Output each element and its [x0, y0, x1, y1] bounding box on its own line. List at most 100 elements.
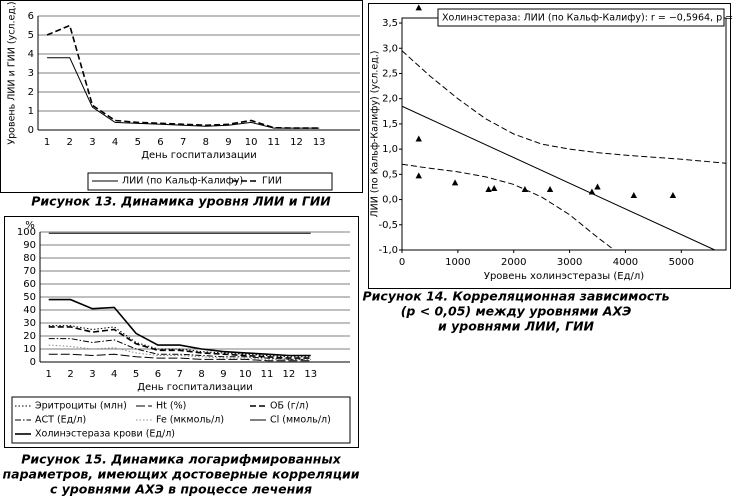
x-tick-label: 5	[133, 369, 139, 380]
y-tick-label: 1,5	[382, 119, 398, 130]
figure-caption: Рисунок 15. Динамика логарифмированных	[21, 452, 341, 467]
y-tick-label: 0,5	[382, 169, 398, 180]
x-axis-label: День госпитализации	[137, 382, 253, 393]
y-tick-label: 0	[30, 357, 36, 368]
y-tick-label: 0	[28, 125, 34, 136]
x-tick-label: 9	[225, 137, 231, 148]
data-line	[48, 353, 311, 362]
x-tick-label: 5000	[669, 257, 694, 268]
y-tick-label: 2,5	[382, 68, 398, 79]
x-tick-label: 0	[399, 257, 405, 268]
y-tick-label: 10	[23, 344, 36, 355]
y-tick-label: -1,0	[378, 245, 398, 256]
figure-caption: Рисунок 13. Динамика уровня ЛИИ и ГИИ	[31, 194, 331, 209]
x-tick-label: 8	[198, 369, 204, 380]
y-tick-label: 20	[23, 331, 36, 342]
data-line	[47, 57, 320, 129]
legend-box	[87, 172, 333, 191]
data-point	[490, 184, 498, 191]
legend-label: Эритроциты (млн)	[35, 401, 127, 412]
x-tick-label: 1	[44, 137, 50, 148]
data-line	[46, 24, 320, 129]
data-point	[451, 179, 459, 186]
figure-caption: параметров, имеющих достоверные корреляц…	[3, 467, 360, 482]
legend-label: ЛИИ (по Кальф-Калифу)	[122, 176, 243, 187]
data-point	[521, 185, 529, 192]
x-tick-label: 11	[267, 137, 280, 148]
plot-frame	[401, 17, 727, 251]
x-tick-label: 3000	[557, 257, 582, 268]
y-tick-label: 3,5	[382, 18, 398, 29]
y-tick-label: 0,0	[382, 195, 398, 206]
data-point	[485, 185, 492, 192]
legend-label: Fe (мкмоль/л)	[156, 415, 224, 426]
legend-label: АСТ (Ед/л)	[35, 415, 86, 426]
x-tick-label: 6	[155, 369, 161, 380]
data-point	[594, 183, 601, 190]
figure-frame	[368, 3, 731, 289]
y-axis-label: Уровень ЛИИ и ГИИ (усл.ед.)	[7, 1, 18, 144]
x-tick-label: 12	[290, 137, 303, 148]
y-tick-label: 50	[23, 292, 36, 303]
x-tick-label: 1000	[445, 257, 470, 268]
x-axis-label: Уровень холинэстеразы (Ед/л)	[484, 271, 644, 282]
legend-label: ОБ (г/л)	[270, 401, 309, 412]
y-tick-label: 3	[28, 68, 34, 79]
fit-line	[401, 50, 727, 164]
y-tick-label: 4	[28, 49, 34, 60]
x-tick-label: 5	[135, 137, 141, 148]
data-line	[48, 298, 311, 357]
figure-caption: с уровнями АХЭ в процессе лечения	[50, 482, 312, 496]
data-point	[546, 185, 554, 192]
data-line	[48, 325, 311, 358]
x-axis-label: День госпитализации	[141, 150, 257, 161]
data-point	[415, 135, 422, 142]
data-point	[415, 4, 422, 11]
data-point	[630, 192, 638, 199]
x-tick-label: 4	[111, 369, 117, 380]
x-tick-label: 3	[89, 137, 95, 148]
x-tick-label: 4000	[613, 257, 638, 268]
x-tick-label: 13	[304, 369, 317, 380]
x-tick-label: 10	[245, 137, 258, 148]
y-axis-label: %	[25, 220, 35, 231]
x-tick-label: 10	[239, 369, 252, 380]
x-tick-label: 3	[89, 369, 95, 380]
y-tick-label: 70	[23, 266, 36, 277]
y-tick-label: 100	[17, 227, 36, 238]
y-axis-label: ЛИИ (по Кальф-Калифу) (усл.ед.)	[370, 51, 381, 218]
chart-title: Холинэстераза: ЛИИ (по Кальф-Калифу): r …	[442, 13, 733, 24]
y-tick-label: 1,0	[382, 144, 398, 155]
y-tick-label: 90	[23, 240, 36, 251]
data-point	[588, 188, 596, 195]
data-line	[48, 338, 311, 360]
x-tick-label: 2000	[501, 257, 526, 268]
legend-label: ГИИ	[262, 176, 282, 187]
x-tick-label: 13	[313, 137, 326, 148]
figure-caption: (p < 0,05) между уровнями АХЭ	[401, 304, 632, 319]
y-tick-label: 3,0	[382, 43, 398, 54]
fit-line	[401, 105, 716, 251]
x-tick-label: 7	[177, 369, 183, 380]
y-tick-label: 60	[23, 279, 36, 290]
x-tick-label: 9	[220, 369, 226, 380]
fit-line	[401, 163, 615, 251]
legend-box	[437, 8, 725, 27]
y-tick-label: 6	[28, 11, 34, 22]
x-tick-label: 11	[261, 369, 274, 380]
legend-label: Ht (%)	[156, 401, 186, 412]
legend-label: Холинэстераза крови (Ед/л)	[35, 429, 175, 440]
data-line	[48, 326, 311, 359]
y-tick-label: 5	[28, 30, 34, 41]
x-tick-label: 6	[157, 137, 163, 148]
x-tick-label: 7	[180, 137, 186, 148]
y-tick-label: 2,0	[382, 94, 398, 105]
figure-frame	[4, 216, 359, 448]
y-tick-label: 2	[28, 87, 34, 98]
x-tick-label: 8	[203, 137, 209, 148]
y-tick-label: 1	[28, 106, 34, 117]
x-tick-label: 4	[112, 137, 118, 148]
figure-caption: и уровнями ЛИИ, ГИИ	[438, 319, 595, 334]
y-tick-label: -0,5	[378, 220, 398, 231]
